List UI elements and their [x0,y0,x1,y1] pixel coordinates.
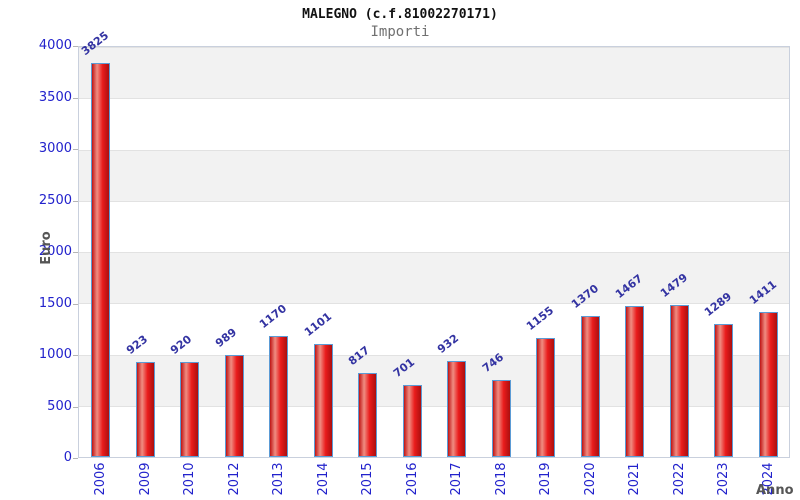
bar-2018 [491,380,511,457]
bar-value-label: 1479 [657,270,690,300]
bar-2006 [91,63,111,457]
x-tick-label-2009: 2009 [137,462,153,496]
bar-2016 [402,385,422,457]
bar-value-label: 1155 [524,303,557,333]
bar-2019 [536,338,556,457]
bar-2020 [580,316,600,457]
bar-2015 [358,373,378,457]
y-axis-title: Euro [39,231,54,265]
x-tick-label-2019: 2019 [538,462,554,496]
plot-area: 3825 923 920 989 1170 1101 817 701 932 746 1155 137… [78,29,792,458]
bar-column: 920 [168,47,213,457]
x-tick-label-2017: 2017 [449,462,465,496]
bar-column: 932 [435,47,480,457]
bar-column: 1289 [702,47,747,457]
y-tick-label: 2500 [38,192,72,208]
grid-band [79,47,789,99]
bar-2010 [180,362,200,457]
y-tick-label: 2000 [38,244,72,259]
bar-value-label: 932 [435,331,462,356]
bar-column: 1411 [747,47,792,457]
x-tick-label-2015: 2015 [360,462,376,496]
bar-column: 1101 [302,47,347,457]
y-tick-mark [73,97,78,99]
x-tick-label-2016: 2016 [404,462,420,496]
x-tick-label-2014: 2014 [315,462,331,496]
x-tick-label-2013: 2013 [271,462,287,496]
bar-value-label: 701 [390,355,417,380]
x-tick-label-2010: 2010 [182,462,198,496]
bar-value-label: 1411 [746,277,779,307]
bar-column: 1467 [613,47,658,457]
grid-band [79,149,789,201]
y-tick-mark [73,200,78,202]
x-tick-label-2012: 2012 [226,462,242,496]
bar-value-label: 1101 [301,309,334,339]
x-tick-label-2006: 2006 [93,462,109,496]
y-tick-mark [73,46,78,47]
y-tick-label: 3500 [38,89,72,105]
y-tick-mark [73,355,78,356]
y-tick-label: 1000 [38,347,72,362]
bar-column: 3825 [79,29,124,457]
grid-band [79,303,789,354]
x-tick-label-2023: 2023 [716,462,732,496]
bar-value-label: 1289 [702,289,735,319]
y-tick-mark [73,303,78,305]
bar-2022 [669,305,689,457]
y-tick-mark [73,458,78,459]
y-tick-label: 3000 [38,141,72,156]
bar-2014 [313,344,333,457]
y-tick-mark [73,406,78,408]
bar-column: 989 [213,47,258,457]
bar-value-label: 923 [123,332,150,357]
bar-2023 [714,324,734,457]
bar-2021 [625,306,645,457]
bar-2024 [758,312,778,457]
x-axis-title: Anno [756,483,794,498]
bar-value-label: 989 [212,325,239,350]
bar-column: 817 [346,47,391,457]
bar-column: 746 [480,47,525,457]
y-tick-mark [73,149,78,150]
chart-title: MALEGNO (c.f.81002270171) [302,7,498,22]
bar-value-label: 1467 [613,271,646,301]
y-tick-label: 0 [63,450,72,465]
grid-band [79,252,789,304]
bar-value-label: 817 [346,343,373,368]
grid-band [79,98,789,149]
bar-column: 1479 [658,47,703,457]
bar-2017 [447,361,467,457]
y-tick-label: 500 [47,398,72,414]
x-tick-label-2022: 2022 [671,462,687,496]
x-tick-label-2020: 2020 [582,462,598,496]
bar-column: 923 [124,47,169,457]
chart-subtitle: Importi [370,24,430,40]
bar-value-label: 920 [168,332,195,357]
bar-value-label: 746 [479,350,506,375]
y-tick-mark [73,252,78,253]
grid-band [79,405,789,457]
x-tick-label-2021: 2021 [627,462,643,496]
bar-2013 [269,336,289,457]
x-tick-label-2018: 2018 [493,462,509,496]
y-tick-label: 4000 [38,38,72,53]
y-tick-label: 1500 [38,295,72,311]
bar-2012 [224,355,244,457]
bar-column: 1370 [569,47,614,457]
grid-band [79,200,789,252]
bar-value-label: 1370 [568,281,601,311]
bar-column: 701 [391,47,436,457]
bar-2009 [135,362,155,457]
bar-value-label: 1170 [257,301,290,331]
bar-column: 1170 [257,47,302,457]
bar-column: 1155 [524,47,569,457]
